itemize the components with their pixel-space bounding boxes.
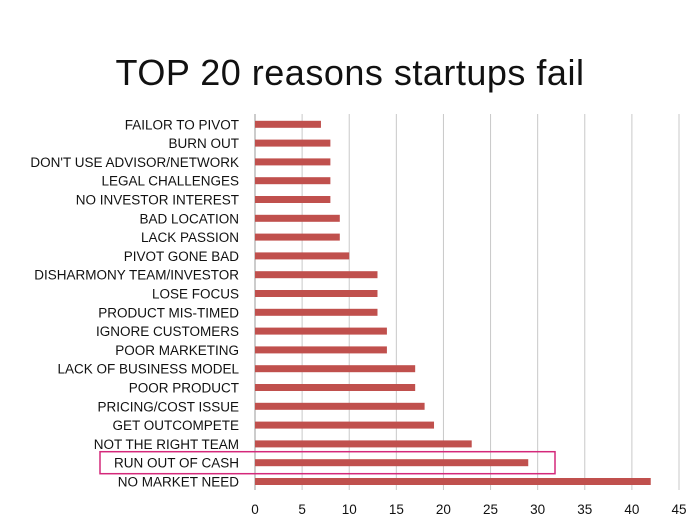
highlight-box [99, 450, 556, 475]
bar [255, 120, 321, 128]
x-tick-label: 45 [671, 502, 686, 517]
category-label: BAD LOCATION [139, 211, 239, 226]
category-label: DISHARMONY TEAM/INVESTOR [34, 268, 239, 283]
x-tick-label: 20 [436, 502, 451, 517]
category-label: BURN OUT [169, 136, 240, 151]
bar [255, 139, 331, 147]
category-label: FAILOR TO PIVOT [125, 117, 239, 132]
x-tick-label: 35 [577, 502, 592, 517]
bar [255, 290, 378, 297]
gridlines [254, 114, 680, 490]
x-tick-label: 25 [483, 502, 498, 517]
x-tick-labels: 0 5 10 15 20 25 30 35 40 45 [251, 502, 686, 517]
category-label: POOR PRODUCT [129, 381, 239, 396]
category-label: LEGAL CHALLENGES [101, 174, 239, 189]
category-label: GET OUTCOMPETE [112, 418, 239, 433]
bar [255, 384, 416, 391]
category-label: NOT THE RIGHT TEAM [94, 437, 239, 452]
category-label: POOR MARKETING [115, 343, 239, 358]
category-labels: NO MARKET NEED RUN OUT OF CASH NOT THE RIG… [30, 117, 239, 489]
bars [255, 120, 651, 485]
category-label: IGNORE CUSTOMERS [96, 324, 239, 339]
bar [255, 177, 331, 185]
bar [255, 252, 350, 260]
bar [255, 214, 340, 222]
category-label: DON'T USE ADVISOR/NETWORK [30, 155, 239, 170]
x-tick-label: 10 [342, 502, 357, 517]
chart-title: TOP 20 reasons startups fail [115, 52, 585, 93]
bar [255, 421, 435, 429]
category-label: PRICING/COST ISSUE [97, 399, 239, 414]
bar [255, 327, 387, 335]
x-tick-label: 30 [530, 502, 545, 517]
bar [255, 459, 529, 467]
bar [255, 440, 472, 448]
x-tick-label: 0 [251, 502, 259, 517]
bar [255, 233, 340, 241]
category-label: LACK PASSION [141, 230, 239, 245]
bar [255, 478, 651, 485]
bar [255, 402, 425, 410]
category-label: NO INVESTOR INTEREST [76, 193, 239, 208]
category-label: NO MARKET NEED [118, 475, 240, 490]
bar [255, 365, 416, 373]
category-label: PIVOT GONE BAD [124, 249, 240, 264]
bar [255, 308, 378, 316]
bar [255, 346, 387, 354]
bar [255, 158, 331, 166]
x-tick-label: 40 [624, 502, 639, 517]
category-label: RUN OUT OF CASH [114, 456, 239, 471]
x-tick-label: 5 [298, 502, 306, 517]
x-tick-label: 15 [389, 502, 404, 517]
bar [255, 196, 331, 203]
category-label: PRODUCT MIS-TIMED [98, 305, 239, 320]
bar [255, 271, 378, 279]
category-label: LOSE FOCUS [152, 287, 239, 302]
category-label: LACK OF BUSINESS MODEL [57, 362, 239, 377]
